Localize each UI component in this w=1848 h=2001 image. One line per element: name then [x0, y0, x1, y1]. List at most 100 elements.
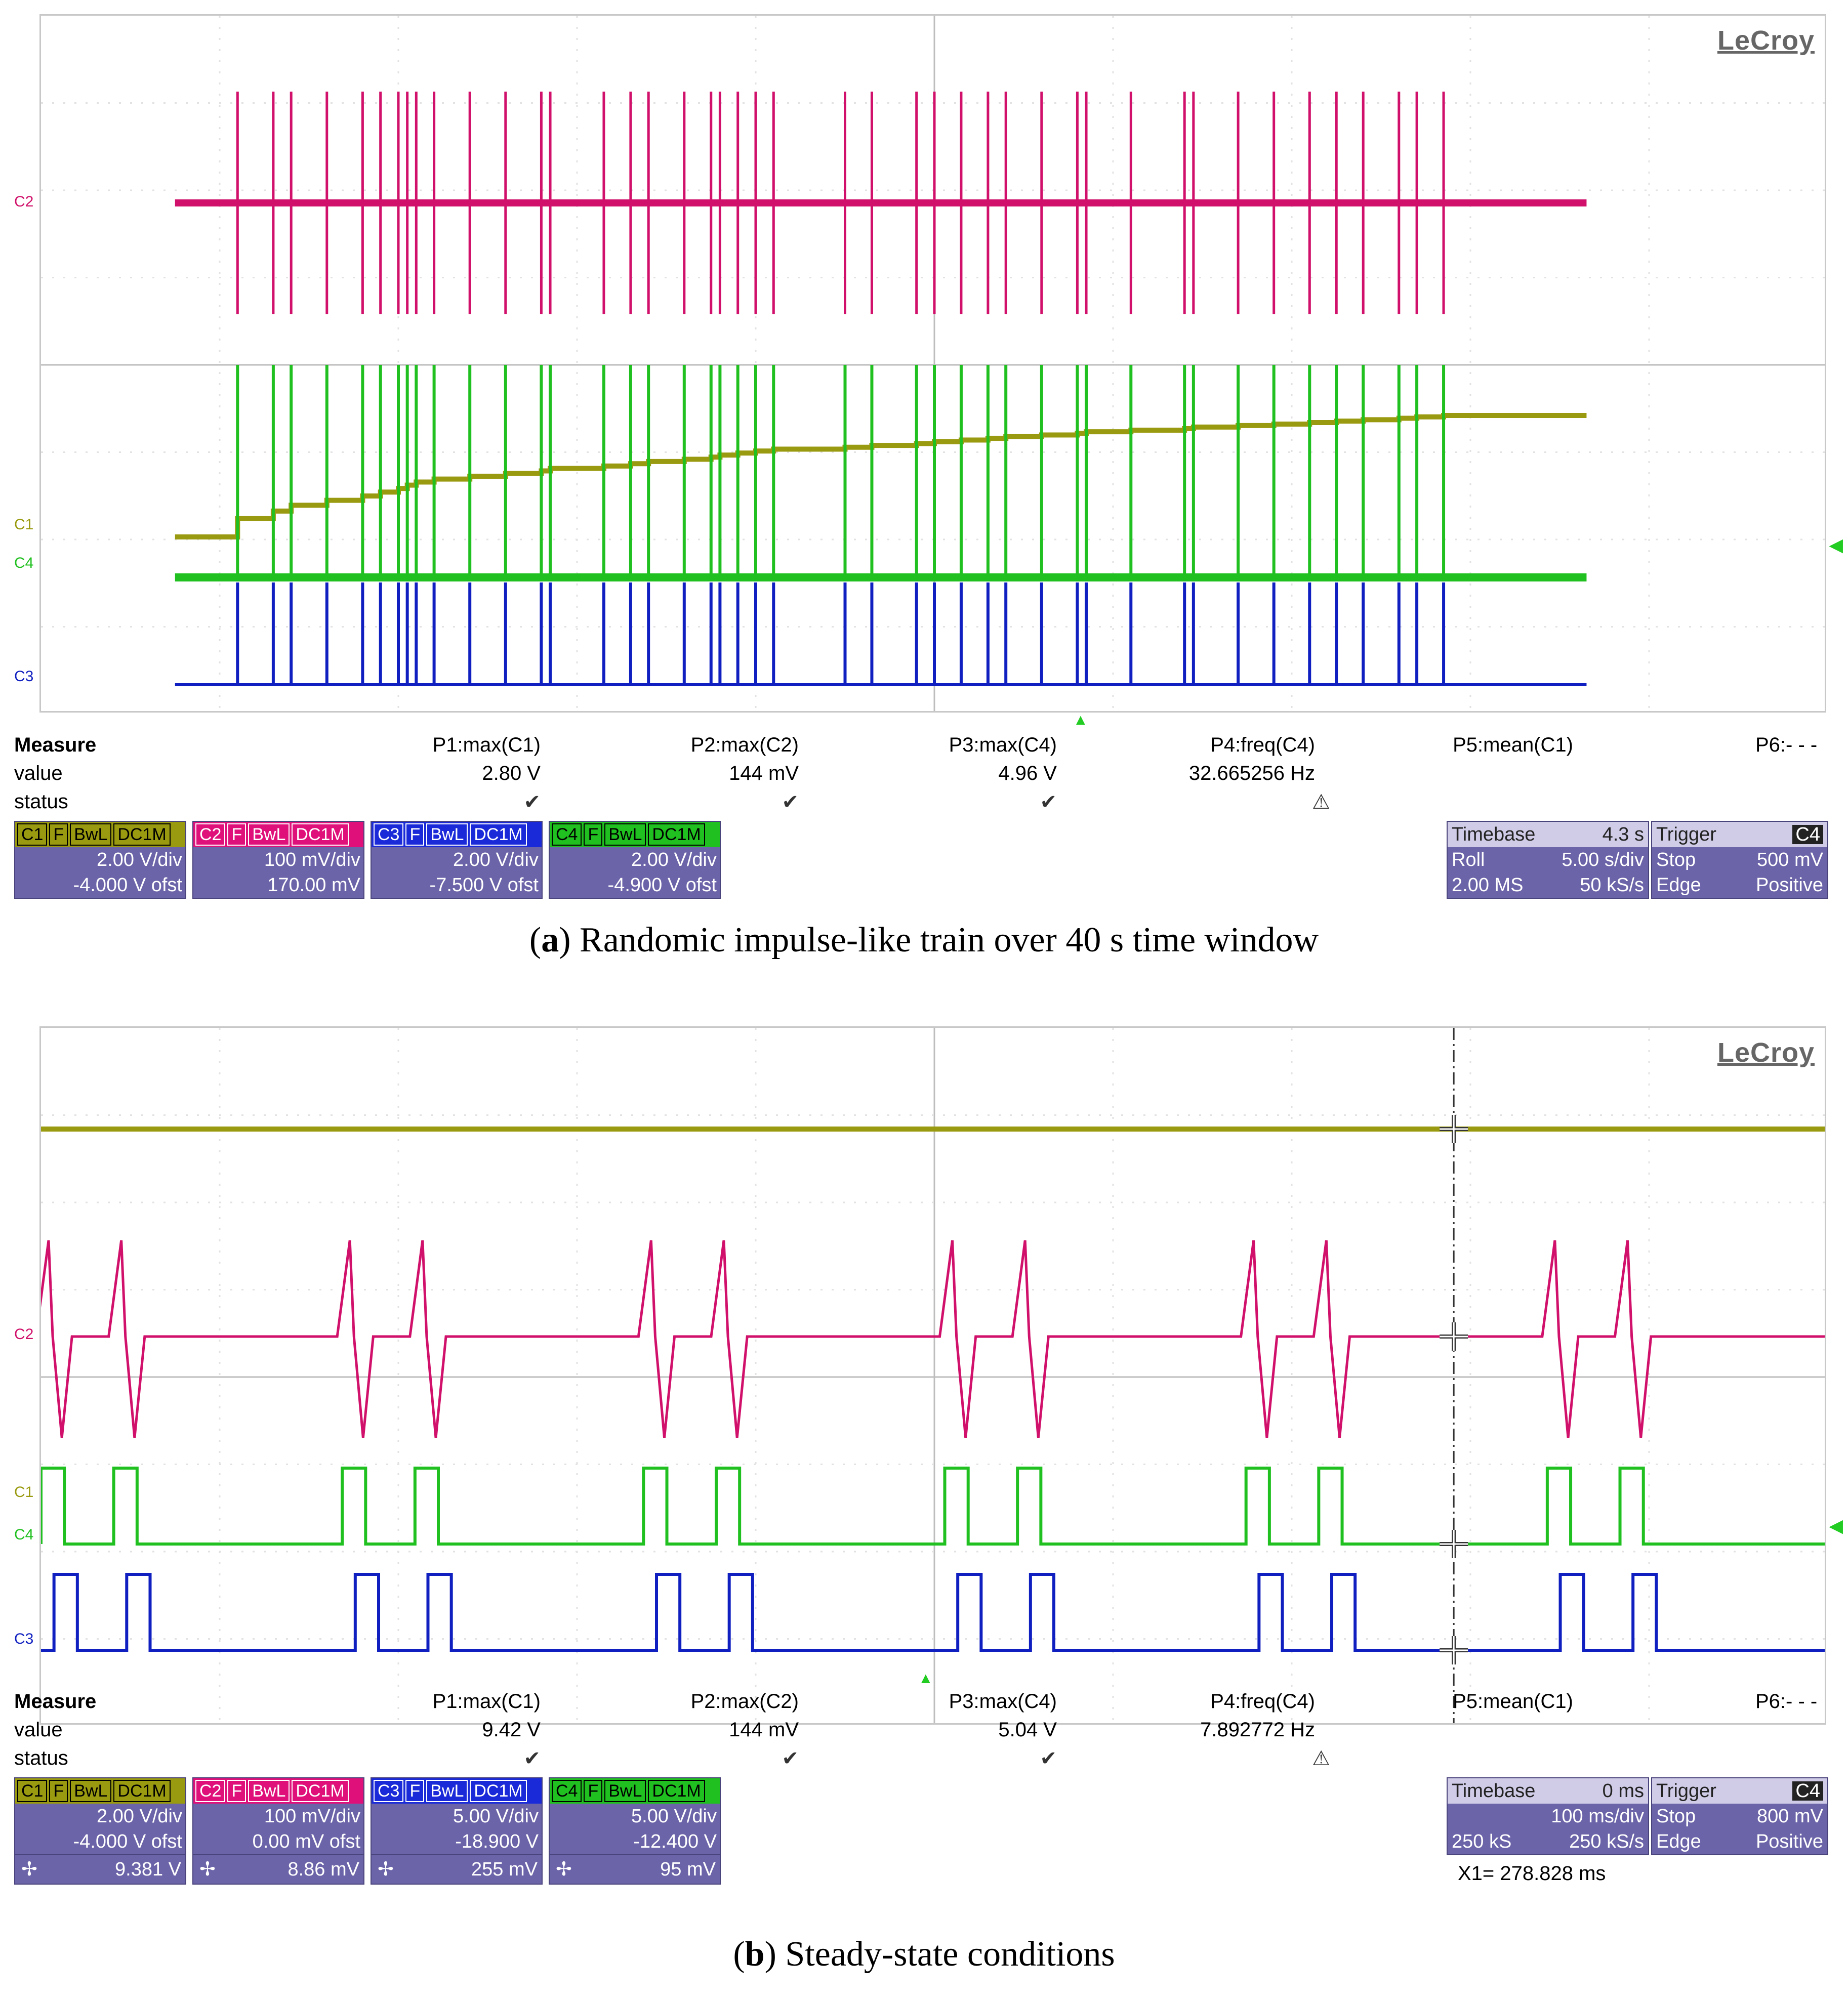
status-row-label: status	[14, 1747, 68, 1769]
sample-rate: 50 kS/s	[1580, 874, 1644, 896]
trigger-level: 500 mV	[1757, 849, 1823, 870]
param-name: P1:max(C1)	[432, 1690, 541, 1713]
param-name: P5:mean(C1)	[1453, 1690, 1573, 1713]
param-p6: P6:- - -	[1755, 734, 1818, 756]
badge-f: F	[584, 1780, 603, 1802]
badge-f: F	[49, 823, 68, 846]
c4-trace	[41, 1467, 1825, 1546]
volts-per-div: 5.00 V/div	[631, 1806, 717, 1827]
param-name: P3:max(C4)	[949, 1690, 1057, 1713]
channel-box-c1-a[interactable]: C1 F BwL DC1M 2.00 V/div -4.000 V ofst	[14, 821, 186, 899]
trigger-level: 800 mV	[1757, 1806, 1823, 1827]
badge-f: F	[227, 1780, 247, 1802]
volts-per-div: 100 mV/div	[264, 849, 360, 870]
badge-bwl: BwL	[426, 823, 468, 846]
volts-per-div: 2.00 V/div	[97, 849, 182, 870]
caption-paren: (	[529, 921, 542, 960]
cursor-value: 95 mV	[660, 1859, 716, 1880]
channel-box-c3-a[interactable]: C3 F BwL DC1M 2.00 V/div -7.500 V ofst	[371, 821, 543, 899]
timebase-delay: 0 ms	[1602, 1780, 1644, 1802]
volts-per-div: 100 mV/div	[264, 1806, 360, 1827]
trigger-slope: Positive	[1755, 874, 1823, 896]
trigger-source: C4	[1792, 1781, 1823, 1801]
channel-id: C3	[374, 1780, 404, 1802]
caption-text: ) Randomic impulse-like train over 40 s …	[559, 921, 1319, 960]
param-value: 7.892772 Hz	[1200, 1719, 1315, 1741]
value-row-label: value	[14, 762, 63, 784]
offset: -7.500 V ofst	[429, 874, 539, 896]
badge-bwl: BwL	[604, 823, 646, 846]
caption-letter: a	[541, 921, 559, 960]
offset: -12.400 V	[633, 1831, 717, 1852]
param-name: P4:freq(C4)	[1210, 734, 1315, 756]
offset: 170.00 mV	[267, 874, 360, 896]
record-length: 250 kS	[1452, 1831, 1512, 1852]
channel-label-c4-b: C4	[14, 1526, 34, 1543]
trigger-source: C4	[1792, 825, 1823, 844]
cursor-icon: ✢	[378, 1859, 394, 1880]
status-ok-icon: ✔	[1040, 1747, 1057, 1770]
measure-table-b: Measure P1:max(C1) P2:max(C2) P3:max(C4)…	[14, 1690, 1836, 1775]
badge-f: F	[227, 823, 247, 846]
cursor-marker	[1440, 1530, 1468, 1558]
waveform-plot-b	[41, 1028, 1825, 1723]
offset: -18.900 V	[455, 1831, 539, 1852]
value-row-label: value	[14, 1719, 63, 1741]
volts-per-div: 2.00 V/div	[631, 849, 717, 870]
trigger-time-marker-a: ▲	[1073, 712, 1088, 728]
channel-box-c4-b[interactable]: C4 F BwL DC1M 5.00 V/div -12.400 V ✢ 95 mV	[549, 1777, 721, 1885]
status-ok-icon: ✔	[523, 791, 541, 813]
trigger-state: Stop	[1656, 1806, 1696, 1827]
record-length: 2.00 MS	[1452, 874, 1524, 896]
trigger-box-a[interactable]: Trigger C4 Stop 500 mV Edge Positive	[1651, 821, 1828, 899]
channel-label-c2-a: C2	[14, 193, 34, 210]
trigger-label: Trigger	[1656, 1780, 1716, 1802]
channel-id: C1	[17, 1780, 48, 1802]
cursor-marker	[1440, 1115, 1468, 1143]
cursor-icon: ✢	[199, 1859, 216, 1880]
trigger-level-marker-a: ◀	[1829, 534, 1843, 555]
caption-a: (a) Randomic impulse-like train over 40 …	[0, 920, 1848, 961]
param-name: P5:mean(C1)	[1453, 734, 1573, 756]
channel-label-c3-a: C3	[14, 668, 34, 685]
badge-f: F	[584, 823, 603, 846]
status-ok-icon: ✔	[523, 1747, 541, 1770]
timebase-box-a[interactable]: Timebase 4.3 s Roll 5.00 s/div 2.00 MS 50 k…	[1447, 821, 1649, 899]
trigger-level-marker-b: ◀	[1829, 1515, 1843, 1536]
channel-label-c4-a: C4	[14, 555, 34, 571]
volts-per-div: 2.00 V/div	[97, 1806, 182, 1827]
channel-box-c2-b[interactable]: C2 F BwL DC1M 100 mV/div 0.00 mV ofst ✢ 8.86…	[192, 1777, 364, 1885]
c1-trace	[175, 413, 1587, 539]
cursor-icon: ✢	[556, 1859, 572, 1880]
badge-dc1m: DC1M	[292, 1780, 349, 1802]
timebase-box-b[interactable]: Timebase 0 ms 100 ms/div 250 kS 250 kS/s	[1447, 1777, 1649, 1855]
param-p6: P6:- - -	[1755, 1690, 1818, 1713]
channel-box-c4-a[interactable]: C4 F BwL DC1M 2.00 V/div -4.900 V ofst	[549, 821, 721, 899]
channel-id: C2	[195, 1780, 226, 1802]
status-warning-icon: ⚠	[1312, 1747, 1330, 1770]
trigger-type: Edge	[1656, 1831, 1701, 1852]
trigger-box-b[interactable]: Trigger C4 Stop 800 mV Edge Positive	[1651, 1777, 1828, 1855]
param-name: P1:max(C1)	[432, 734, 541, 756]
channel-box-c2-a[interactable]: C2 F BwL DC1M 100 mV/div 170.00 mV	[192, 821, 364, 899]
channel-label-c1-a: C1	[14, 516, 34, 533]
trigger-time-marker-b: ▲	[918, 1670, 933, 1687]
timebase-delay: 4.3 s	[1602, 824, 1644, 845]
c3-trace	[41, 1573, 1825, 1652]
volts-per-div: 2.00 V/div	[453, 849, 539, 870]
channel-id: C1	[17, 823, 48, 846]
param-value: 5.04 V	[998, 1719, 1057, 1741]
acq-mode: Roll	[1452, 849, 1485, 870]
offset: -4.900 V ofst	[607, 874, 717, 896]
scope-screen-a: LeCroy	[39, 14, 1826, 713]
channel-box-c1-b[interactable]: C1 F BwL DC1M 2.00 V/div -4.000 V ofst ✢ 9.3…	[14, 1777, 186, 1885]
channel-box-c3-b[interactable]: C3 F BwL DC1M 5.00 V/div -18.900 V ✢ 255 mV	[371, 1777, 543, 1885]
caption-paren: (	[733, 1935, 745, 1974]
badge-dc1m: DC1M	[648, 823, 705, 846]
param-value: 9.42 V	[482, 1719, 541, 1741]
scope-screen-b: LeCroy	[39, 1026, 1826, 1725]
badge-bwl: BwL	[70, 823, 112, 846]
channel-label-c3-b: C3	[14, 1631, 34, 1647]
caption-letter: b	[745, 1935, 765, 1974]
badge-f: F	[405, 1780, 425, 1802]
